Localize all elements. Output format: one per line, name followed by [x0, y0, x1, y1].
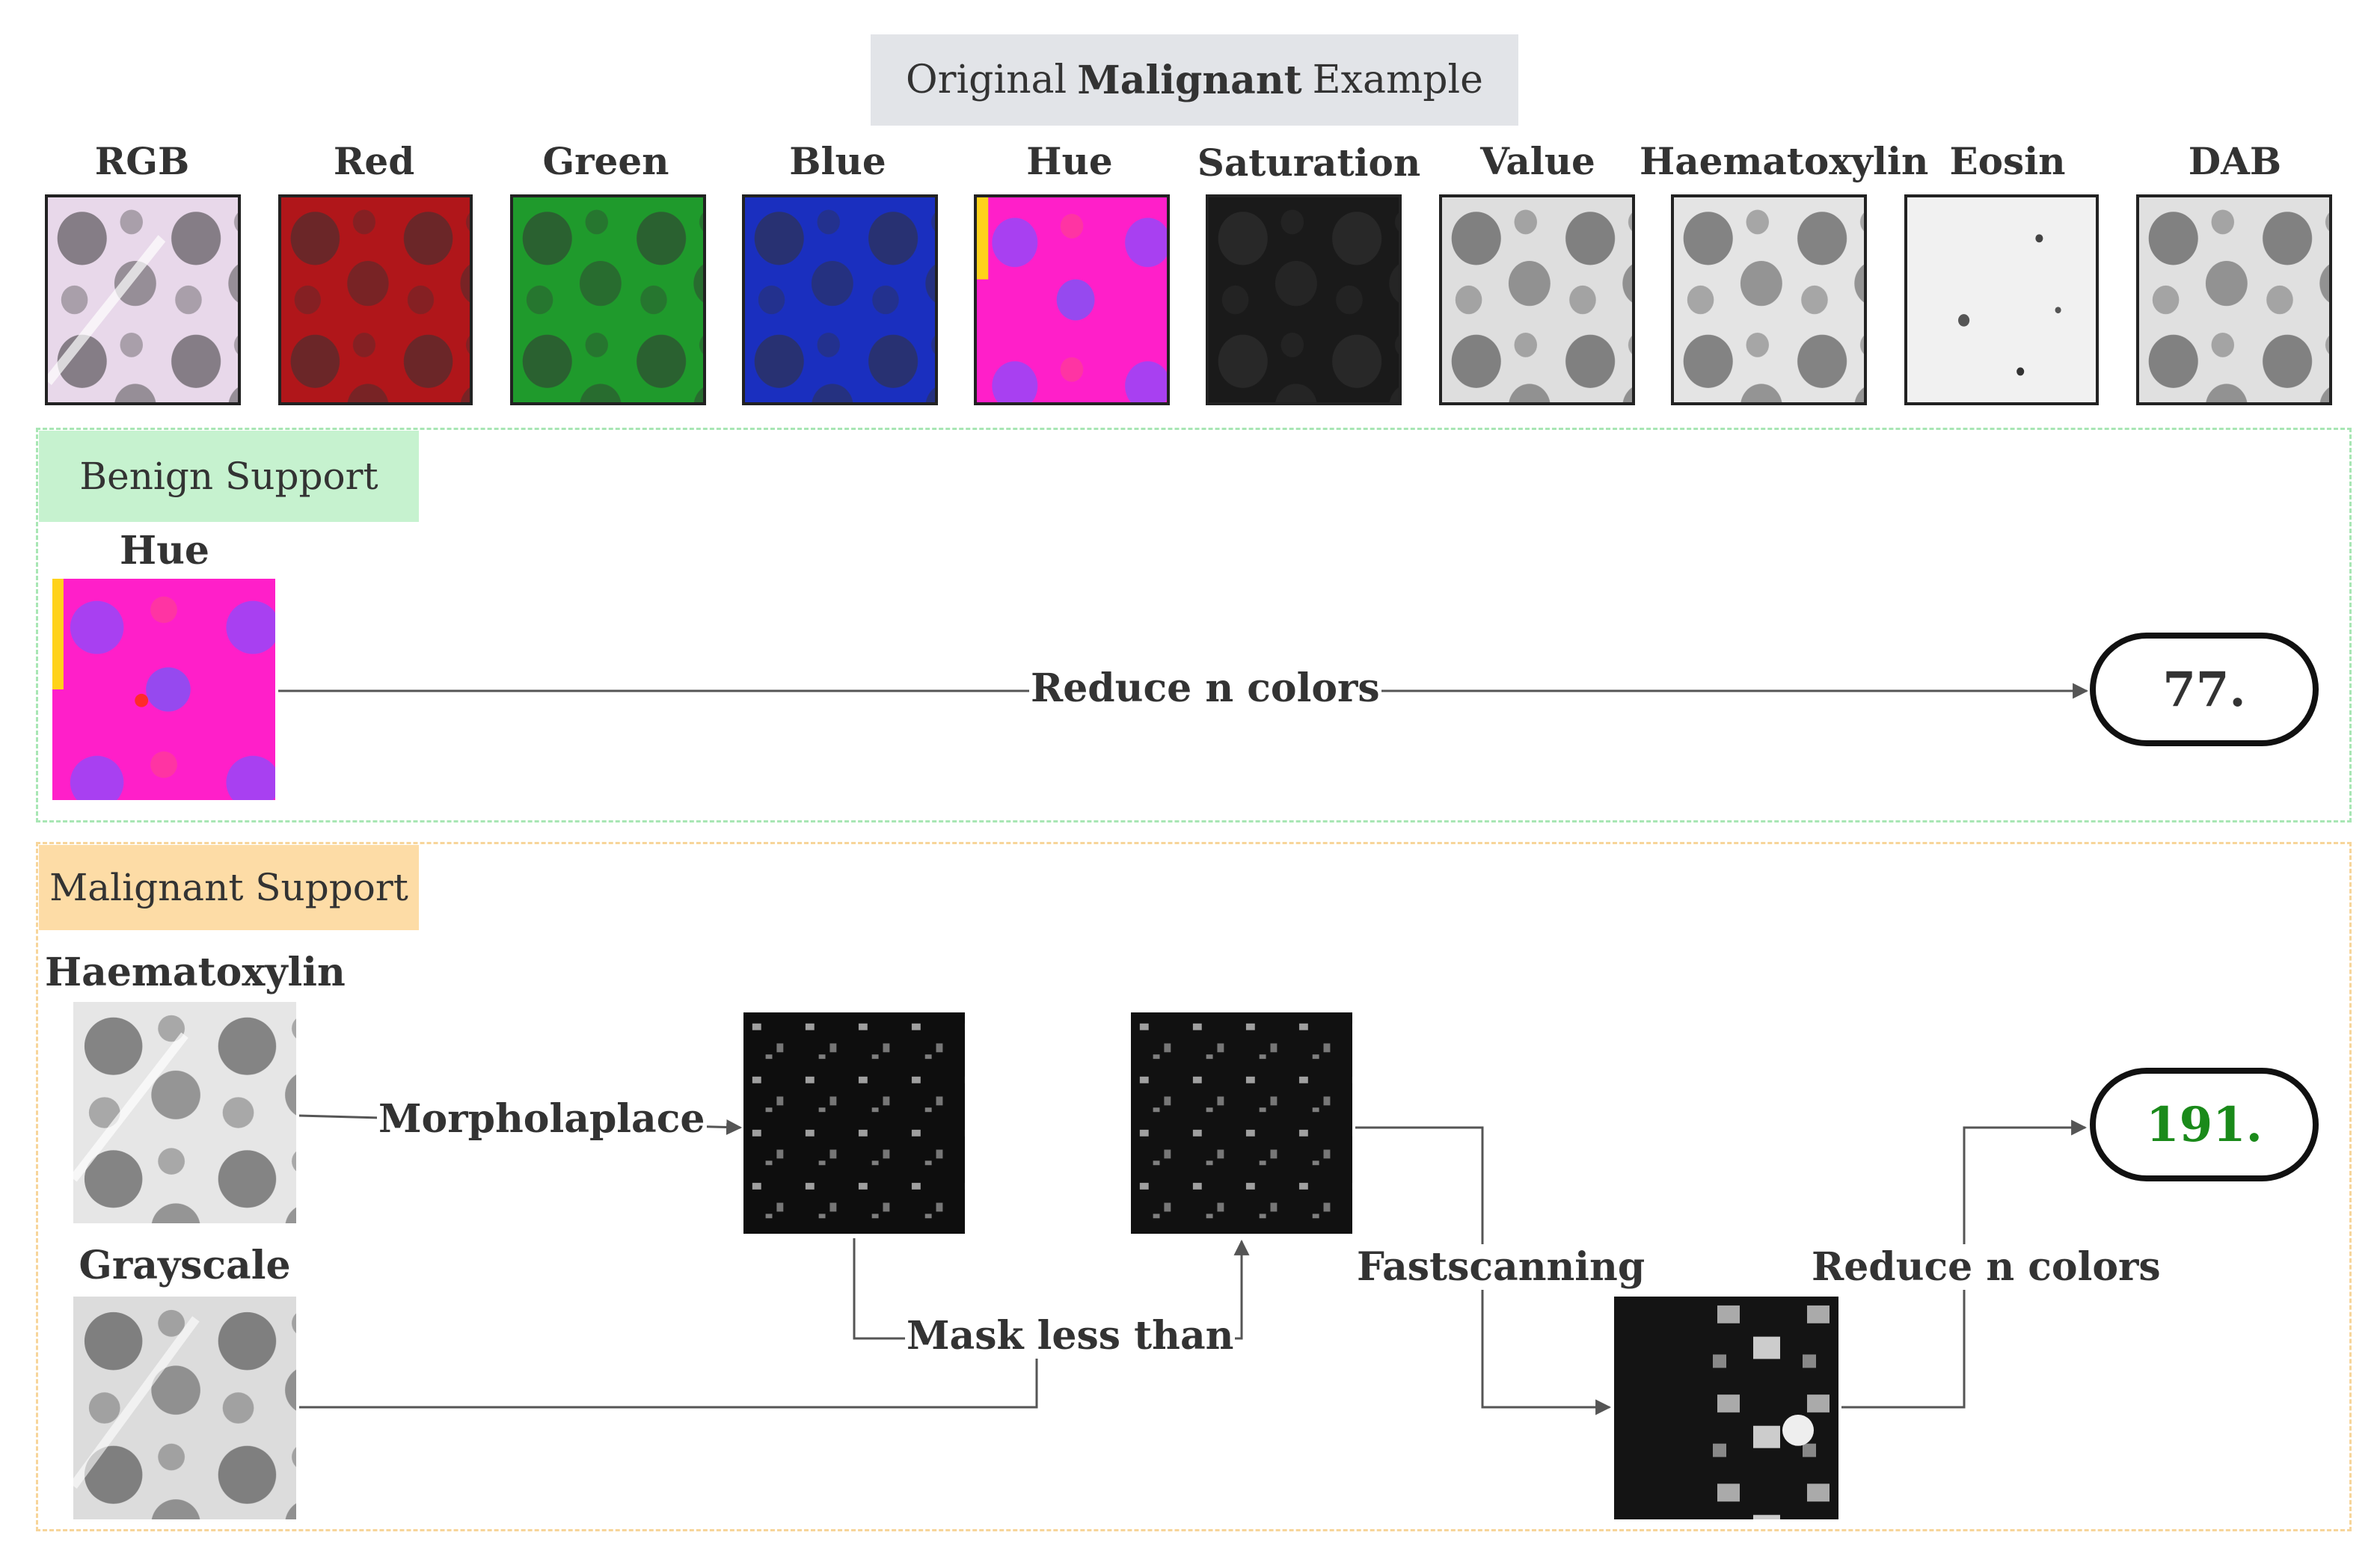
thumbnail-saturation — [1206, 194, 1402, 405]
thumbnail-hue — [974, 194, 1170, 405]
malignant-input2-label: Grayscale — [79, 1243, 291, 1288]
thumbnail-blue — [742, 194, 938, 405]
haematoxylin-input-image — [73, 1002, 296, 1223]
grayscale-input-image — [73, 1297, 296, 1519]
channel-label-eosin: Eosin — [1949, 139, 2066, 183]
channel-label-value: Value — [1480, 139, 1595, 183]
diagram-title: Original Malignant Example — [871, 34, 1518, 126]
benign-input-label: Hue — [119, 528, 210, 574]
thumbnail-haematoxylin — [1671, 194, 1867, 405]
channel-label-hue: Hue — [1026, 139, 1113, 183]
title-emphasis: Malignant — [1077, 57, 1302, 103]
malignant-support-panel — [36, 842, 2352, 1531]
edge-label-fastscanning: Fastscanning — [1355, 1244, 1647, 1290]
thumbnail-rgb — [45, 194, 241, 405]
edge-label-reduce-malignant: Reduce n colors — [1810, 1244, 2162, 1290]
morpholaplace-output-image — [743, 1012, 965, 1234]
thumbnail-eosin — [1904, 194, 2099, 405]
channel-label-green: Green — [542, 139, 669, 183]
thumbnail-green — [510, 194, 706, 405]
channel-label-saturation: Saturation — [1197, 141, 1421, 185]
fastscanning-output-image — [1614, 1297, 1838, 1519]
malignant-input1-label: Haematoxylin — [45, 950, 346, 995]
edge-label-reduce-benign: Reduce n colors — [1029, 665, 1381, 711]
channel-label-haematoxylin: Haematoxylin — [1640, 139, 1929, 183]
title-prefix: Original — [906, 58, 1067, 102]
benign-result: 77. — [2090, 633, 2319, 746]
channel-label-dab: DAB — [2188, 139, 2282, 183]
masked-output-image — [1131, 1012, 1352, 1234]
edge-label-morpholaplace: Morpholaplace — [377, 1096, 707, 1142]
title-suffix: Example — [1312, 58, 1483, 102]
thumbnail-dab — [2136, 194, 2332, 405]
channel-label-red: Red — [333, 139, 415, 183]
malignant-result: 191. — [2090, 1068, 2319, 1181]
channel-label-blue: Blue — [789, 139, 886, 183]
benign-support-tag: Benign Support — [39, 431, 419, 522]
thumbnail-value — [1439, 194, 1635, 405]
thumbnail-red — [278, 194, 473, 405]
benign-hue-image — [52, 579, 275, 800]
edge-label-mask-less-than: Mask less than — [905, 1313, 1236, 1359]
benign-support-panel — [36, 428, 2352, 822]
channel-label-rgb: RGB — [94, 139, 190, 183]
malignant-support-tag: Malignant Support — [39, 845, 419, 930]
